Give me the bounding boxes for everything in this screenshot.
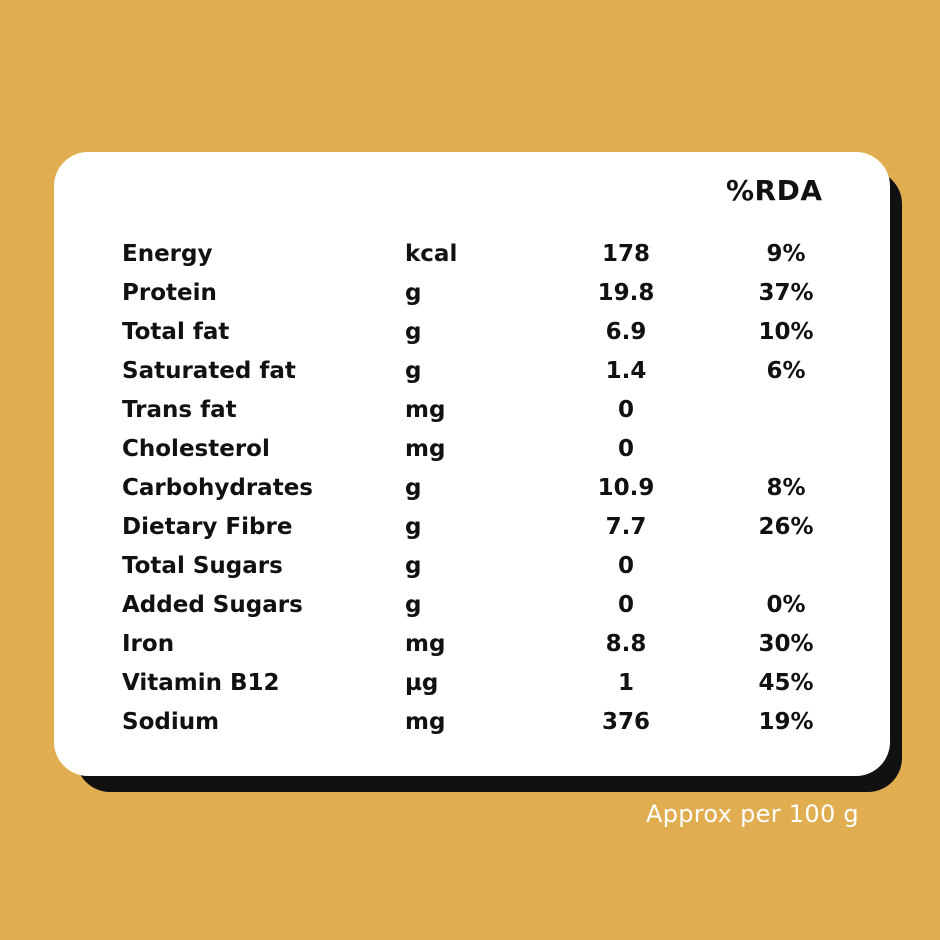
- nutrient-rda: 0%: [766, 592, 806, 618]
- nutrient-row-trans-fat: Trans fat mg 0: [54, 390, 890, 429]
- nutrient-value: 10.9: [597, 475, 655, 501]
- nutrient-unit: g: [405, 553, 422, 579]
- nutrient-unit: µg: [405, 670, 439, 696]
- nutrient-unit: g: [405, 319, 422, 345]
- nutrient-rda: 45%: [758, 670, 814, 696]
- nutrient-rda: 6%: [766, 358, 806, 384]
- nutrient-value: 6.9: [605, 319, 647, 345]
- nutrient-value: 7.7: [605, 514, 647, 540]
- nutrient-name: Protein: [122, 280, 217, 306]
- nutrient-row-iron: Iron mg 8.8 30%: [54, 624, 890, 663]
- nutrient-rda: 9%: [766, 241, 806, 267]
- nutrient-value: 0: [617, 553, 634, 579]
- rda-column-header: %RDA: [726, 174, 823, 207]
- nutrient-rda: 26%: [758, 514, 814, 540]
- nutrient-unit: g: [405, 280, 422, 306]
- nutrient-name: Trans fat: [122, 397, 237, 423]
- nutrition-rows: Energy kcal 178 9% Protein g 19.8 37% To…: [54, 234, 890, 741]
- nutrient-row-energy: Energy kcal 178 9%: [54, 234, 890, 273]
- nutrient-row-protein: Protein g 19.8 37%: [54, 273, 890, 312]
- nutrient-value: 0: [617, 436, 634, 462]
- nutrient-unit: g: [405, 514, 422, 540]
- nutrient-name: Cholesterol: [122, 436, 270, 462]
- nutrient-unit: mg: [405, 436, 446, 462]
- nutrient-name: Carbohydrates: [122, 475, 313, 501]
- nutrient-value: 8.8: [605, 631, 647, 657]
- nutrient-rda: 19%: [758, 709, 814, 735]
- nutrient-row-total-sugars: Total Sugars g 0: [54, 546, 890, 585]
- nutrient-row-vitamin-b12: Vitamin B12 µg 1 45%: [54, 663, 890, 702]
- nutrient-row-total-fat: Total fat g 6.9 10%: [54, 312, 890, 351]
- nutrient-value: 376: [601, 709, 650, 735]
- nutrient-name: Iron: [122, 631, 175, 657]
- nutrient-value: 19.8: [597, 280, 655, 306]
- nutrient-name: Total fat: [122, 319, 230, 345]
- nutrient-unit: g: [405, 475, 422, 501]
- nutrient-rda: 8%: [766, 475, 806, 501]
- nutrient-name: Sodium: [122, 709, 220, 735]
- nutrient-rda: 37%: [758, 280, 814, 306]
- nutrition-card: %RDA Energy kcal 178 9% Protein g 19.8 3…: [54, 152, 890, 776]
- nutrient-unit: g: [405, 592, 422, 618]
- nutrient-value: 0: [617, 397, 634, 423]
- nutrient-value: 1.4: [605, 358, 647, 384]
- nutrient-value: 0: [617, 592, 634, 618]
- nutrient-rda: 30%: [758, 631, 814, 657]
- nutrient-name: Added Sugars: [122, 592, 303, 618]
- nutrient-row-dietary-fibre: Dietary Fibre g 7.7 26%: [54, 507, 890, 546]
- nutrient-name: Energy: [122, 241, 213, 267]
- nutrient-unit: mg: [405, 397, 446, 423]
- nutrient-name: Dietary Fibre: [122, 514, 293, 540]
- nutrient-name: Total Sugars: [122, 553, 283, 579]
- nutrient-row-saturated-fat: Saturated fat g 1.4 6%: [54, 351, 890, 390]
- nutrient-row-cholesterol: Cholesterol mg 0: [54, 429, 890, 468]
- nutrient-unit: mg: [405, 631, 446, 657]
- nutrient-unit: mg: [405, 709, 446, 735]
- nutrient-unit: g: [405, 358, 422, 384]
- nutrient-row-added-sugars: Added Sugars g 0 0%: [54, 585, 890, 624]
- nutrient-value: 178: [601, 241, 650, 267]
- serving-footnote: Approx per 100 g: [646, 800, 859, 828]
- nutrient-row-carbohydrates: Carbohydrates g 10.9 8%: [54, 468, 890, 507]
- nutrient-rda: 10%: [758, 319, 814, 345]
- nutrient-name: Vitamin B12: [122, 670, 280, 696]
- nutrient-unit: kcal: [405, 241, 458, 267]
- nutrient-name: Saturated fat: [122, 358, 296, 384]
- nutrient-row-sodium: Sodium mg 376 19%: [54, 702, 890, 741]
- nutrient-value: 1: [617, 670, 634, 696]
